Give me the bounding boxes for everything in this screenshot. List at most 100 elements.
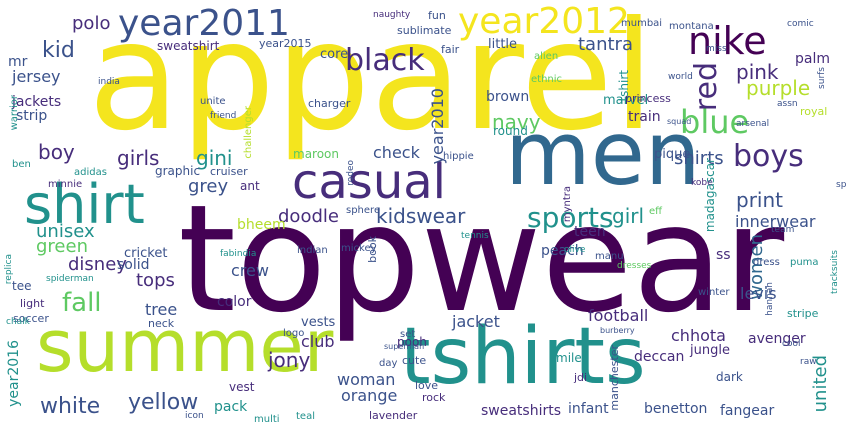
- word-warrior: warrior: [9, 95, 20, 131]
- word-shirts: shirts: [674, 148, 724, 169]
- word-casual: casual: [292, 154, 446, 210]
- word-hippie: hippie: [443, 151, 474, 162]
- word-winter: winter: [698, 287, 730, 298]
- word-tree: tree: [145, 300, 178, 319]
- word-print: print: [736, 188, 783, 212]
- word-kobe: kobe: [691, 178, 713, 188]
- word-set: set: [400, 329, 416, 340]
- word-myntra: myntra: [562, 186, 573, 223]
- word-manu: manu: [595, 251, 624, 262]
- word-maroon: maroon: [293, 147, 340, 161]
- word-men: men: [505, 102, 701, 205]
- word-pack: pack: [214, 399, 248, 415]
- word-day: day: [379, 358, 398, 369]
- word-girl: girl: [612, 204, 645, 228]
- word-indian: indian: [297, 245, 328, 256]
- word-sweatshirt: sweatshirt: [157, 39, 220, 53]
- word-tshirts: tshirts: [400, 312, 646, 402]
- word-squad: squad: [667, 117, 692, 126]
- word-mr: mr: [8, 54, 28, 70]
- word-ben: ben: [12, 159, 31, 170]
- word-love: love: [415, 379, 439, 392]
- word-vests: vests: [301, 315, 336, 330]
- word-sp: sp: [836, 180, 847, 190]
- word-fangear: fangear: [720, 403, 775, 419]
- word-marvel: marvel: [603, 93, 649, 108]
- word-solid: solid: [117, 257, 150, 273]
- word-boy: boy: [38, 140, 75, 164]
- word-adidas: adidas: [74, 167, 107, 178]
- word-princess: princess: [625, 92, 671, 105]
- word-sublimate: sublimate: [397, 24, 452, 37]
- word-mickey: mickey: [341, 243, 377, 254]
- word-innerwear: innerwear: [735, 212, 816, 231]
- word-logo: logo: [283, 328, 305, 339]
- word-jony: jony: [268, 348, 311, 372]
- word-minnie: minnie: [48, 179, 83, 190]
- word-round: round: [493, 124, 528, 138]
- word-puma: puma: [790, 257, 819, 268]
- word-hannah: hannah: [765, 282, 775, 316]
- word-sports: sports: [527, 201, 614, 234]
- word-green: green: [36, 236, 88, 257]
- word-woman: woman: [337, 370, 396, 389]
- word-year2011: year2011: [118, 3, 290, 44]
- word-levis: levis: [740, 284, 777, 303]
- word-dress: dress: [753, 257, 780, 268]
- word-crew: crew: [231, 261, 269, 280]
- word-peach: peach: [541, 243, 584, 259]
- word-pique: pique: [654, 147, 691, 162]
- word-friend: friend: [210, 111, 237, 121]
- word-jackets: jackets: [12, 94, 62, 110]
- word-graphic: graphic: [155, 164, 201, 178]
- word-sweatshirts: sweatshirts: [481, 403, 562, 419]
- word-manchester: manchester: [608, 345, 621, 411]
- word-spiderman: spiderman: [46, 274, 94, 284]
- word-rodeo: rodeo: [346, 160, 356, 186]
- word-alien: alien: [534, 51, 559, 62]
- word-unite: unite: [200, 96, 226, 107]
- word-chhota: chhota: [671, 326, 726, 345]
- word-red: red: [689, 62, 724, 112]
- word-teen: teen: [574, 224, 606, 240]
- word-polo: polo: [72, 13, 111, 34]
- word-rock: rock: [422, 391, 446, 404]
- word-sphere: sphere: [346, 205, 381, 216]
- word-tennis: tennis: [461, 231, 489, 241]
- word-assn: assn: [777, 99, 798, 109]
- word-ant: ant: [240, 179, 260, 193]
- word-tee: tee: [12, 279, 32, 293]
- word-miss: miss: [706, 44, 727, 54]
- word-cool: cool: [782, 339, 801, 349]
- word-cute: cute: [402, 354, 427, 367]
- word-team: team: [771, 225, 795, 235]
- word-strip: strip: [16, 108, 48, 124]
- word-icon: icon: [185, 411, 204, 421]
- word-tops: tops: [136, 270, 175, 291]
- word-teal: teal: [296, 411, 315, 422]
- word-boys: boys: [733, 139, 804, 174]
- word-cricket: cricket: [124, 246, 168, 261]
- word-grey: grey: [188, 176, 229, 197]
- word-chalk: chalk: [6, 317, 30, 327]
- word-little: little: [488, 37, 518, 52]
- word-kid: kid: [42, 38, 75, 63]
- word-kidswear: kidswear: [376, 204, 466, 228]
- word-replica: replica: [4, 254, 14, 285]
- word-year2015: year2015: [259, 37, 312, 50]
- word-gini: gini: [196, 146, 233, 170]
- word-ethnic: ethnic: [531, 74, 563, 85]
- word-pooh: pooh: [397, 335, 427, 349]
- word-apparel: apparel: [88, 0, 655, 164]
- word-soccer: soccer: [13, 312, 49, 325]
- word-fun: fun: [428, 9, 446, 22]
- word-fall: fall: [62, 288, 102, 318]
- word-brown: brown: [486, 89, 530, 105]
- word-navy: navy: [492, 110, 541, 134]
- word-raw: raw: [800, 357, 817, 367]
- word-india: india: [98, 77, 120, 87]
- word-miler: miler: [556, 351, 587, 365]
- word-comic: comic: [787, 19, 814, 29]
- word-tracksuits: tracksuits: [830, 250, 840, 295]
